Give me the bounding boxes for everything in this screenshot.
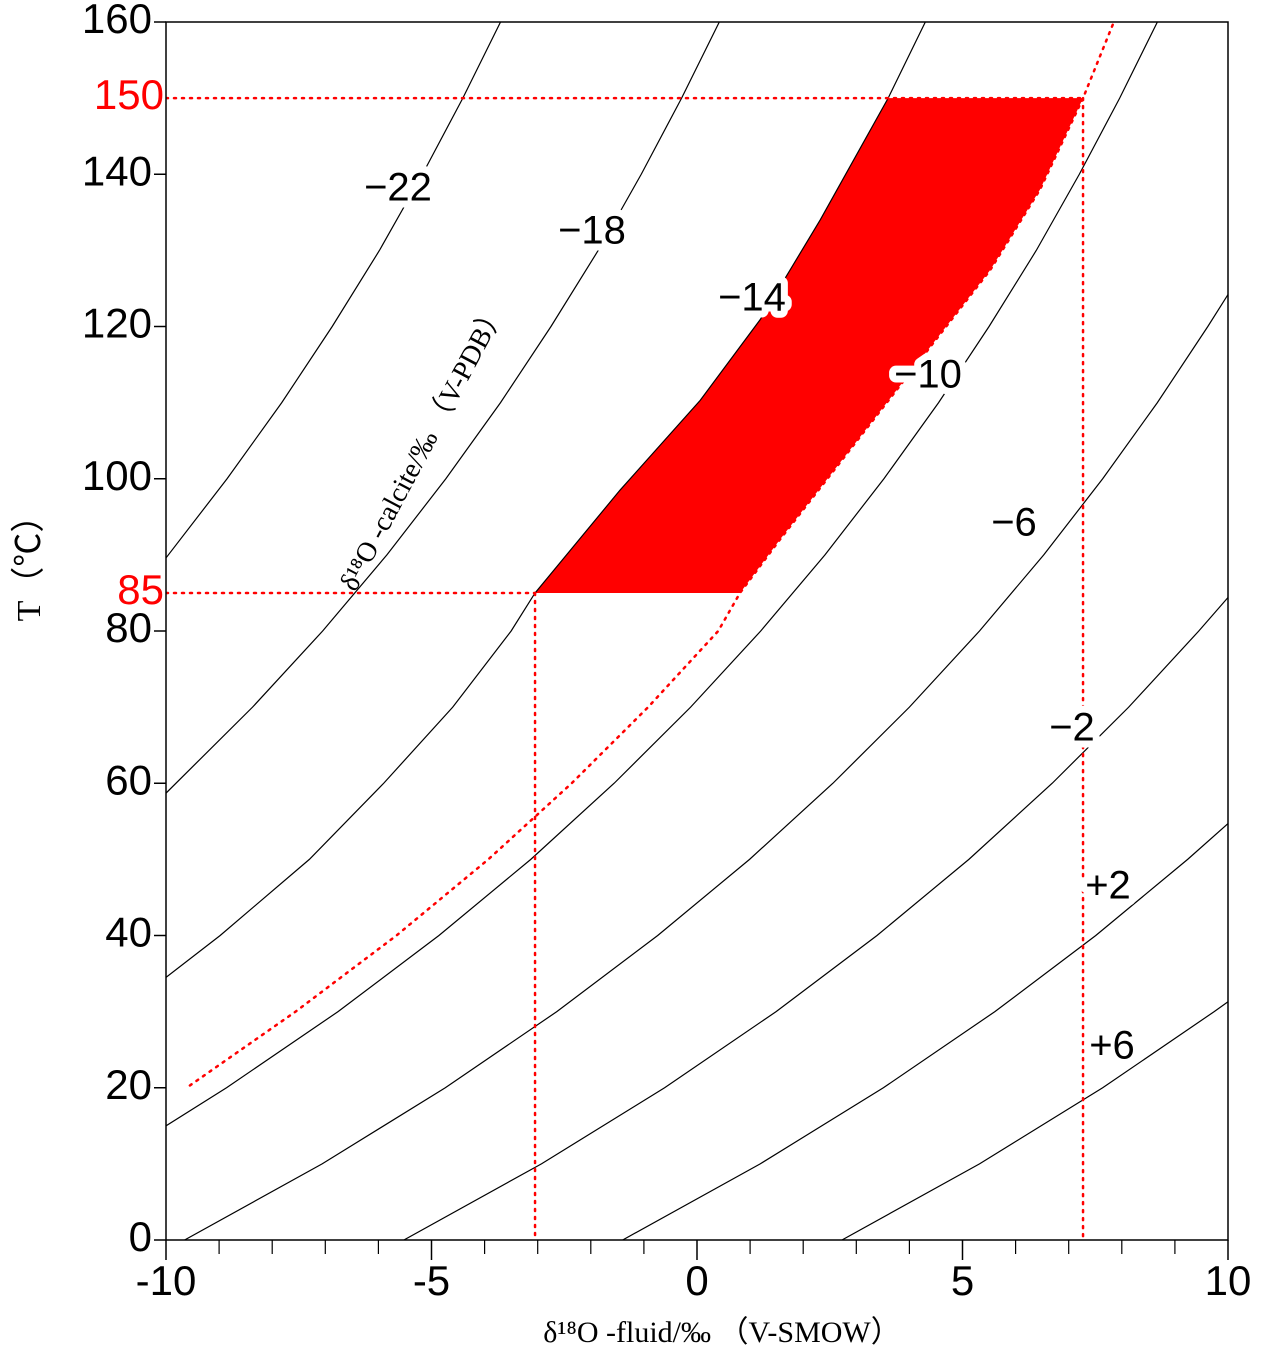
y-tick-label: 140 <box>82 147 152 194</box>
curve-label: −10 <box>894 353 962 397</box>
curve-label: −18 <box>558 209 626 253</box>
boundary-curve <box>188 22 1116 1087</box>
y-tick-label: 40 <box>105 909 152 956</box>
y-axis-title: T（℃） <box>10 499 48 622</box>
curve-label: −22 <box>364 166 432 210</box>
isotope-curve <box>166 22 502 559</box>
annotation: δ¹⁸O -calcite/‰ （V-PDB） <box>333 297 512 596</box>
temperature-region <box>535 98 1084 593</box>
highlight-y-tick-label: 150 <box>94 71 164 118</box>
x-tick-label: 5 <box>951 1257 974 1304</box>
isotope-curve <box>166 22 926 978</box>
plot-frame <box>165 21 1229 1241</box>
curve-label: −6 <box>991 501 1037 545</box>
curve-label: −14 <box>718 276 786 320</box>
curve-label: +6 <box>1089 1024 1135 1068</box>
y-tick-label: 80 <box>105 604 152 651</box>
y-tick-label: 120 <box>82 300 152 347</box>
x-tick-label: -10 <box>136 1257 197 1304</box>
x-tick-label: 10 <box>1205 1257 1252 1304</box>
plot-area <box>166 22 1228 1240</box>
isotope-curve <box>403 597 1228 1240</box>
curve-label: +2 <box>1085 864 1131 908</box>
isotope-curve <box>622 823 1228 1240</box>
curve-label: −2 <box>1049 706 1095 750</box>
highlight-y-tick-label: 85 <box>117 566 164 613</box>
x-tick-label: 0 <box>685 1257 708 1304</box>
y-tick-label: 100 <box>82 452 152 499</box>
isotope-curve <box>166 22 1158 1127</box>
y-tick-label: 160 <box>82 0 152 42</box>
y-tick-label: 60 <box>105 756 152 803</box>
x-axis-title: δ¹⁸O -fluid/‰ （V-SMOW） <box>543 1316 900 1349</box>
isotope-curve <box>184 294 1228 1240</box>
isotope-curve <box>166 22 720 794</box>
y-tick-label: 0 <box>129 1213 152 1260</box>
x-tick-label: -5 <box>413 1257 450 1304</box>
y-tick-label: 20 <box>105 1061 152 1108</box>
isotope-curve <box>841 1001 1228 1240</box>
